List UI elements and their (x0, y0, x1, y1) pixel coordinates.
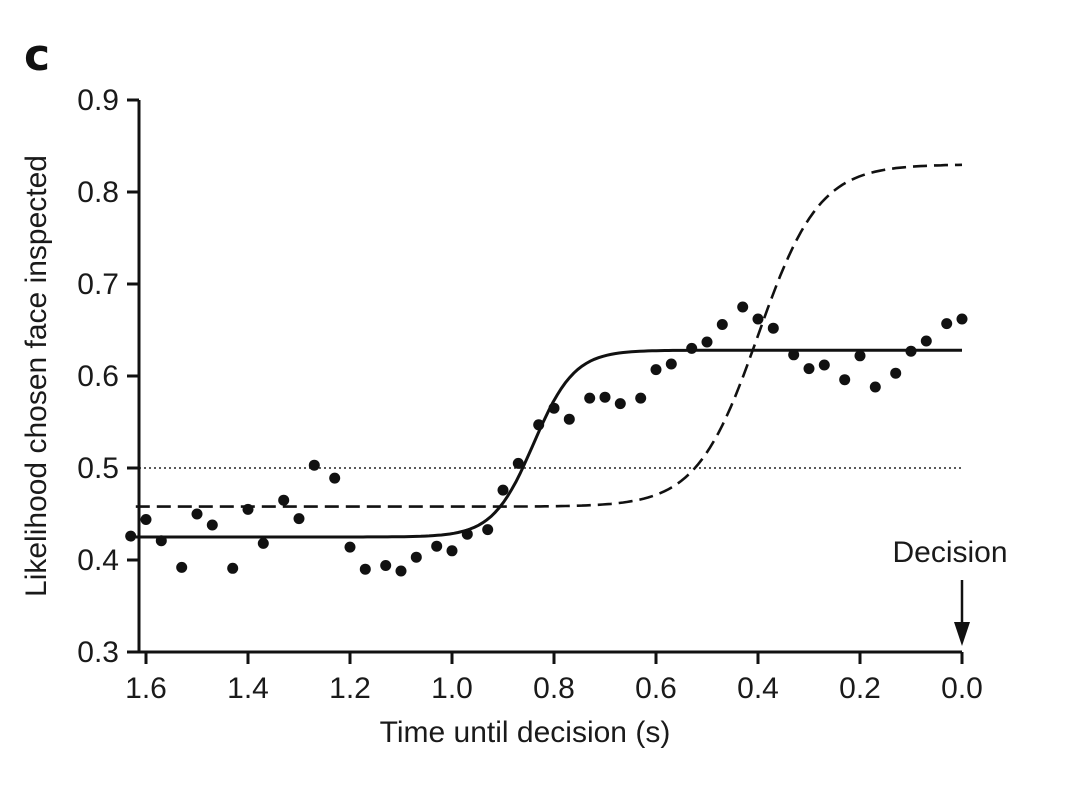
data-point (431, 540, 443, 552)
x-tick-label: 0.8 (533, 672, 575, 705)
y-tick-label: 0.3 (77, 636, 119, 669)
x-tick-label: 0.0 (941, 672, 983, 705)
data-point (839, 374, 851, 386)
data-point (803, 363, 815, 375)
x-tick-label: 0.2 (839, 672, 881, 705)
data-point (716, 319, 728, 330)
data-point (410, 551, 422, 563)
data-point (140, 514, 152, 525)
data-point (614, 398, 626, 410)
y-tick-label: 0.9 (77, 84, 119, 117)
data-point (920, 335, 932, 347)
data-point (635, 392, 647, 404)
panel-label: c (24, 30, 50, 81)
data-point (125, 530, 137, 542)
data-point (446, 545, 458, 557)
data-point (650, 364, 662, 376)
data-point (584, 392, 596, 404)
y-tick-label: 0.4 (77, 544, 119, 577)
data-point (956, 313, 968, 325)
data-point (512, 457, 524, 469)
x-tick-label: 1.4 (227, 672, 269, 705)
data-point (941, 318, 953, 330)
x-tick-label: 0.4 (737, 672, 779, 705)
data-point (497, 484, 509, 496)
data-point (176, 561, 188, 573)
x-tick-label: 1.6 (125, 672, 167, 705)
y-axis-title: Likelihood chosen face inspected (20, 155, 53, 597)
data-point (788, 349, 800, 361)
x-tick-label: 0.6 (635, 672, 677, 705)
y-tick-label: 0.7 (77, 268, 119, 301)
data-point (329, 472, 341, 484)
solid-fit-line (135, 348, 962, 539)
dashed-fit-line (135, 163, 963, 508)
data-point (461, 528, 473, 540)
data-point (665, 358, 677, 370)
data-point (395, 565, 407, 577)
y-tick-label: 0.5 (77, 452, 119, 485)
data-point (206, 519, 218, 531)
data-point (482, 524, 494, 536)
data-point (344, 541, 356, 553)
data-point (308, 459, 320, 471)
data-point (257, 537, 269, 549)
data-point (869, 381, 881, 393)
data-point (242, 503, 254, 515)
data-point (701, 336, 713, 348)
y-tick-label: 0.6 (77, 360, 119, 393)
data-point (890, 367, 902, 379)
data-point (227, 562, 239, 574)
data-point (191, 508, 203, 520)
x-ticks: 1.6 1.4 1.2 1.0 0.8 0.6 0.4 0.2 0.0 (125, 652, 983, 705)
data-point (752, 313, 764, 325)
x-tick-label: 1.2 (329, 672, 371, 705)
decision-arrow-head (954, 622, 970, 646)
x-tick-label: 1.0 (431, 672, 473, 705)
data-point (686, 342, 698, 354)
data-point (905, 345, 917, 357)
data-point (737, 301, 749, 313)
decision-annotation: Decision (892, 536, 1008, 646)
data-point (359, 563, 371, 575)
y-ticks: 0.3 0.4 0.5 0.6 0.7 0.8 0.9 (77, 84, 139, 669)
data-point (818, 359, 830, 371)
y-tick-label: 0.8 (77, 176, 119, 209)
decision-label: Decision (892, 536, 1007, 569)
x-axis-title: Time until decision (s) (380, 716, 671, 749)
data-point (767, 322, 779, 334)
data-point (599, 391, 611, 403)
data-point (533, 419, 545, 431)
data-point (293, 513, 305, 525)
data-point (563, 413, 575, 425)
data-point (548, 402, 560, 414)
data-point (278, 494, 290, 506)
data-point (155, 535, 167, 547)
plot-area (125, 163, 968, 577)
data-point (854, 350, 866, 362)
data-point (380, 560, 392, 571)
